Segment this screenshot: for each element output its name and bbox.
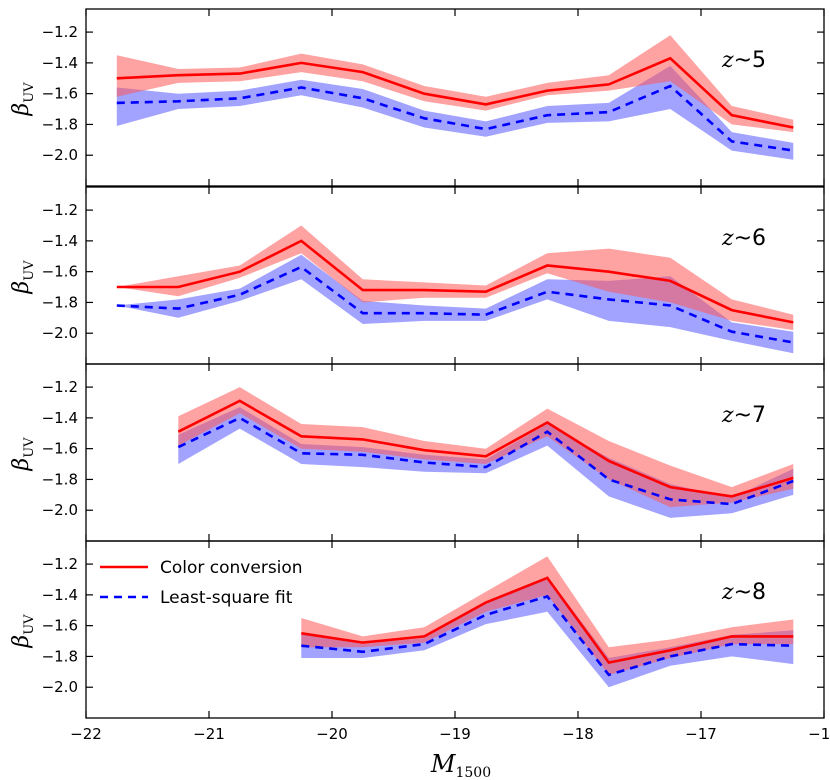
panel-z5: −1.2 −1.4 −1.6 −1.8 −2.0 βUV z~5 [9, 8, 825, 187]
panels: −1.2−1.4−1.6−1.8−2.0βUVz~5−1.2−1.4−1.6−1… [9, 8, 825, 719]
y-axis-label: βUV [9, 82, 37, 117]
y-axis-label: βUV [9, 260, 37, 295]
x-tick-label: −22 [70, 725, 102, 743]
least-square-band [301, 576, 794, 688]
plot-area [301, 556, 794, 688]
redshift-label: z~6 [721, 226, 766, 251]
y-axis-label: βUV [9, 437, 37, 472]
x-tick-label: −21 [193, 725, 225, 743]
y-tick-label: −1.8 [42, 647, 78, 665]
redshift-label: z~7 [721, 403, 766, 428]
y-tick-label: −1.2 [42, 555, 78, 573]
y-tick-label: −1.6 [42, 263, 78, 281]
y-tick-label: −1.6 [42, 617, 78, 635]
legend-label: Least-square fit [160, 588, 293, 608]
color-conversion-band [301, 556, 794, 675]
x-axis-label: M1500 [430, 750, 491, 780]
y-tick-label: −1.2 [42, 201, 78, 219]
plot-area [116, 35, 794, 160]
redshift-label: z~8 [721, 580, 766, 605]
y-tick-label: −1.4 [42, 586, 78, 604]
panel-z7: −1.2 −1.4 −1.6 −1.8 −2.0 βUV z~7 [9, 363, 825, 542]
y-tick-label: −1.4 [42, 232, 78, 250]
y-axis-label: βUV [9, 614, 37, 649]
legend-label: Color conversion [160, 558, 303, 578]
y-tick-label: −1.8 [42, 470, 78, 488]
y-tick-label: −2.0 [42, 501, 78, 519]
y-tick-label: −1.4 [42, 54, 78, 72]
color-conversion-line [116, 56, 794, 129]
panel-z8: −1.2 −1.4 −1.6 −1.8 −2.0 βUV z~8 [9, 540, 825, 719]
y-tick-label: −1.8 [42, 293, 78, 311]
plot-area [177, 387, 794, 518]
x-axis: −22 −21 −20 −19 −18 −17 −16 M1500 [70, 725, 830, 780]
least-square-line [116, 84, 794, 152]
y-tick-label: −1.6 [42, 440, 78, 458]
redshift-label: z~5 [721, 48, 766, 73]
x-tick-label: −17 [685, 725, 717, 743]
x-tick-label: −19 [439, 725, 471, 743]
y-tick-label: −2.0 [42, 678, 78, 696]
y-tick-label: −1.6 [42, 85, 78, 103]
color-conversion-band [178, 387, 794, 508]
least-square-band [116, 254, 794, 354]
color-conversion-line [116, 239, 794, 324]
legend: Color conversion Least-square fit [100, 558, 303, 608]
x-tick-label: −18 [562, 725, 594, 743]
y-tick-label: −1.2 [42, 378, 78, 396]
least-square-line [116, 265, 794, 344]
x-tick-label: −16 [808, 725, 830, 743]
color-conversion-band [116, 35, 794, 133]
y-tick-label: −1.2 [42, 23, 78, 41]
y-tick-label: −1.4 [42, 409, 78, 427]
x-tick-label: −20 [316, 725, 348, 743]
color-conversion-band [116, 225, 794, 331]
y-tick-label: −2.0 [42, 146, 78, 164]
panel-z6: −1.2 −1.4 −1.6 −1.8 −2.0 βUV z~6 [9, 186, 825, 365]
plot-area [116, 225, 794, 354]
y-tick-label: −2.0 [42, 324, 78, 342]
y-tick-label: −1.8 [42, 115, 78, 133]
